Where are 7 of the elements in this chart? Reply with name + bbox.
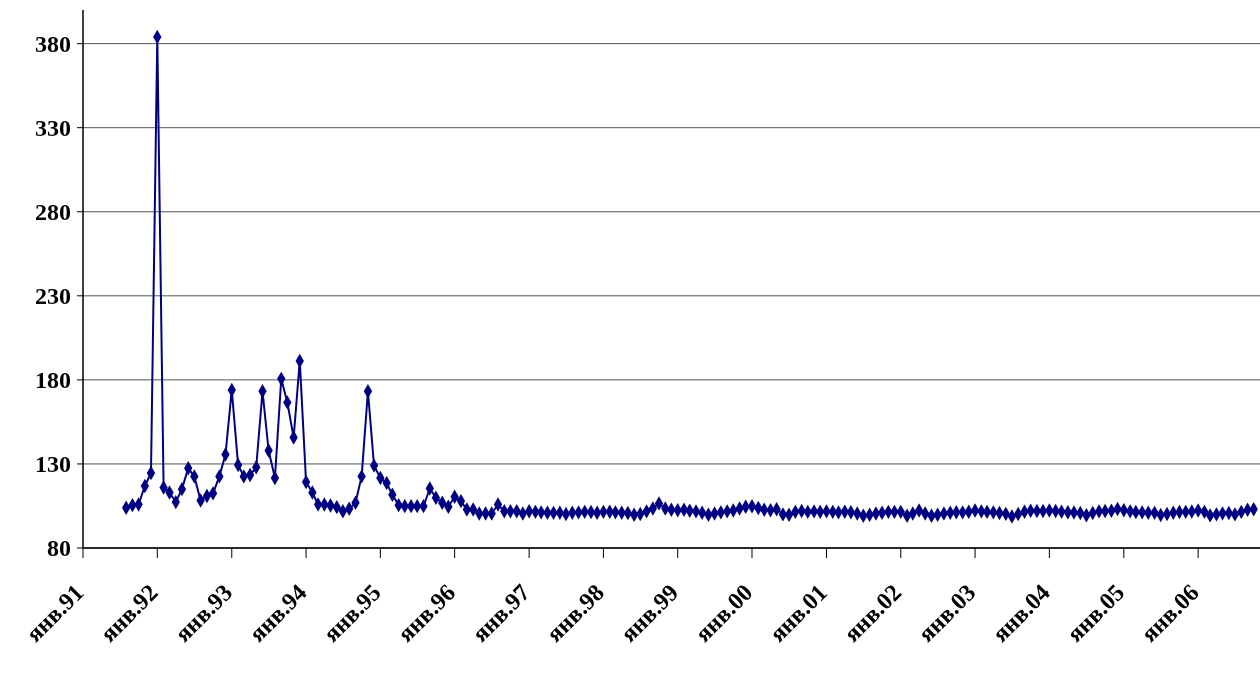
y-tick-label: 230 (35, 283, 71, 310)
y-tick-label: 130 (35, 451, 71, 478)
y-tick-label: 180 (35, 367, 71, 394)
y-tick-label: 380 (35, 31, 71, 58)
y-tick-label: 80 (47, 535, 71, 562)
y-tick-label: 330 (35, 115, 71, 142)
y-tick-label: 280 (35, 199, 71, 226)
